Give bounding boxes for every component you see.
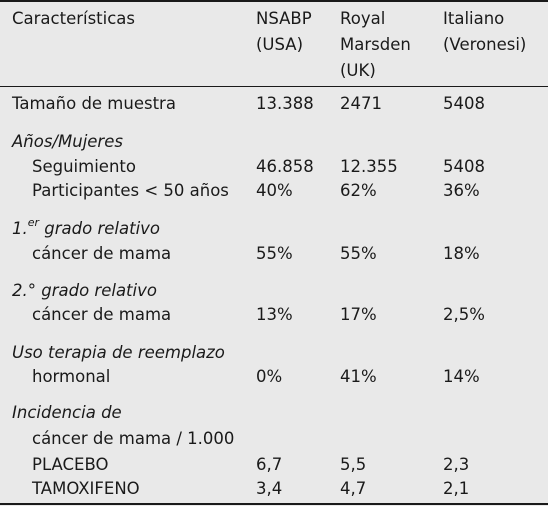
row-label: hormonal bbox=[32, 367, 111, 386]
section-heading: 2.° grado relativo bbox=[12, 281, 157, 300]
row-label: TAMOXIFENO bbox=[32, 479, 140, 498]
row-label: cáncer de mama bbox=[32, 244, 172, 263]
cell-value: 2471 bbox=[340, 94, 382, 113]
section-heading: Incidencia de bbox=[12, 403, 122, 422]
row-label: Tamaño de muestra bbox=[12, 94, 176, 113]
cell-value: 55% bbox=[340, 244, 377, 263]
row-label: PLACEBO bbox=[32, 455, 109, 474]
section-heading: Años/Mujeres bbox=[12, 132, 123, 151]
row-label: cáncer de mama / 1.000 bbox=[32, 429, 235, 448]
row-label: cáncer de mama bbox=[32, 305, 172, 324]
header-rule bbox=[0, 86, 548, 87]
cell-value: 46.858 bbox=[256, 157, 314, 176]
cell-value: 6,7 bbox=[256, 455, 283, 474]
cell-value: 55% bbox=[256, 244, 293, 263]
header-italiano-line1: Italiano bbox=[443, 9, 505, 28]
top-rule bbox=[0, 0, 548, 2]
cell-value: 18% bbox=[443, 244, 480, 263]
cell-value: 17% bbox=[340, 305, 377, 324]
cell-value: 2,3 bbox=[443, 455, 470, 474]
cell-value: 12.355 bbox=[340, 157, 398, 176]
heading-text: grado relativo bbox=[39, 219, 161, 238]
section-heading: 1.er grado relativo bbox=[12, 217, 160, 240]
cell-value: 2,1 bbox=[443, 479, 470, 498]
row-label: Seguimiento bbox=[32, 157, 136, 176]
cell-value: 41% bbox=[340, 367, 377, 386]
header-nsabp-line1: NSABP bbox=[256, 9, 312, 28]
row-label: Participantes < 50 años bbox=[32, 181, 229, 200]
header-nsabp-line2: (USA) bbox=[256, 35, 304, 54]
cell-value: 5,5 bbox=[340, 455, 367, 474]
bottom-rule bbox=[0, 503, 548, 505]
cell-value: 36% bbox=[443, 181, 480, 200]
section-heading: Uso terapia de reemplazo bbox=[12, 343, 225, 362]
header-royal-line1: Royal bbox=[340, 9, 386, 28]
cell-value: 5408 bbox=[443, 157, 485, 176]
cell-value: 62% bbox=[340, 181, 377, 200]
heading-number: 1. bbox=[12, 219, 28, 238]
header-royal-line2: Marsden bbox=[340, 35, 411, 54]
header-characteristics: Características bbox=[12, 9, 136, 28]
header-italiano-line2: (Veronesi) bbox=[443, 35, 527, 54]
header-royal-line3: (UK) bbox=[340, 61, 376, 80]
cell-value: 13% bbox=[256, 305, 293, 324]
cell-value: 0% bbox=[256, 367, 283, 386]
heading-superscript: er bbox=[27, 215, 40, 229]
cell-value: 5408 bbox=[443, 94, 485, 113]
cell-value: 4,7 bbox=[340, 479, 367, 498]
cell-value: 3,4 bbox=[256, 479, 283, 498]
cell-value: 14% bbox=[443, 367, 480, 386]
cell-value: 40% bbox=[256, 181, 293, 200]
cell-value: 2,5% bbox=[443, 305, 485, 324]
cell-value: 13.388 bbox=[256, 94, 314, 113]
